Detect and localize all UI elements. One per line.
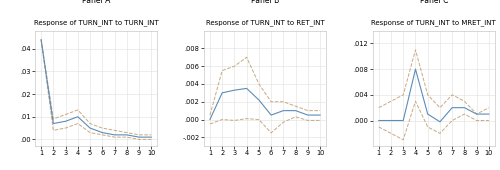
Text: Panel B: Panel B: [251, 0, 279, 5]
Text: Response of TURN_INT to TURN_INT: Response of TURN_INT to TURN_INT: [34, 19, 158, 26]
Text: Response of TURN_INT to RET_INT: Response of TURN_INT to RET_INT: [206, 19, 324, 26]
Text: Response of TURN_INT to MRET_INT: Response of TURN_INT to MRET_INT: [372, 19, 496, 26]
Text: Panel A: Panel A: [82, 0, 110, 5]
Text: Panel C: Panel C: [420, 0, 448, 5]
